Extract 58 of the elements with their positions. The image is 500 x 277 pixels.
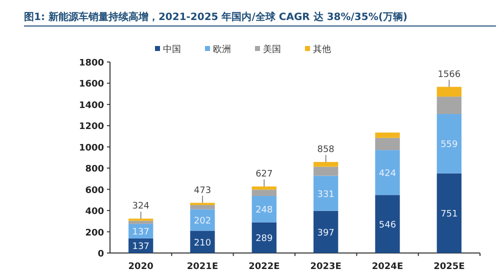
total-label: 324 bbox=[132, 202, 150, 212]
bar bbox=[314, 176, 338, 211]
data-label: 751 bbox=[440, 210, 458, 220]
bar bbox=[436, 114, 462, 174]
y-tick-label: 1800 bbox=[78, 58, 104, 68]
bar bbox=[375, 138, 400, 150]
data-label: 424 bbox=[378, 169, 396, 180]
data-label: 248 bbox=[256, 206, 274, 216]
bar bbox=[190, 202, 215, 206]
legend-label: 欧洲 bbox=[213, 44, 231, 55]
x-tick-label: 2025E bbox=[434, 262, 465, 272]
data-label: 210 bbox=[194, 238, 212, 248]
total-label: 858 bbox=[317, 144, 335, 155]
bar bbox=[436, 86, 462, 97]
bar bbox=[252, 196, 276, 222]
bar bbox=[252, 186, 276, 190]
x-tick-label: 2020 bbox=[128, 262, 154, 272]
bar bbox=[436, 173, 462, 253]
y-tick-label: 1400 bbox=[78, 100, 104, 111]
legend-label: 中国 bbox=[163, 44, 181, 55]
data-label: 202 bbox=[194, 216, 212, 226]
y-tick-label: 1000 bbox=[78, 143, 104, 154]
bar bbox=[314, 166, 338, 176]
y-tick-label: 1200 bbox=[78, 122, 104, 132]
total-label: 473 bbox=[194, 186, 212, 196]
data-label: 397 bbox=[317, 228, 334, 238]
chart-title: 图1: 新能源车销量持续高增，2021-2025 年国内/全球 CAGR 达 38%/35%(万辆) bbox=[24, 11, 408, 23]
bar bbox=[375, 150, 400, 196]
data-label: 289 bbox=[256, 234, 274, 244]
data-label: 137 bbox=[132, 228, 150, 238]
bar bbox=[190, 230, 215, 253]
total-label: 1566 bbox=[438, 70, 461, 80]
x-tick-label: 2023E bbox=[310, 262, 342, 272]
bar bbox=[252, 190, 276, 196]
bar bbox=[436, 96, 462, 114]
y-tick-label: 200 bbox=[85, 228, 104, 238]
data-label: 137 bbox=[132, 242, 150, 252]
data-label: 559 bbox=[440, 140, 458, 150]
bar bbox=[375, 195, 400, 253]
x-tick-label: 2022E bbox=[248, 262, 280, 272]
bar bbox=[314, 162, 338, 167]
x-tick-label: 2024E bbox=[372, 262, 404, 272]
data-label: 546 bbox=[378, 220, 396, 231]
bar bbox=[375, 132, 400, 138]
y-tick-label: 800 bbox=[85, 164, 104, 175]
legend-label: 美国 bbox=[263, 44, 281, 55]
y-tick-label: 0 bbox=[98, 250, 104, 260]
bar bbox=[314, 210, 338, 253]
y-tick-label: 1600 bbox=[78, 80, 104, 90]
y-tick-label: 400 bbox=[85, 207, 104, 218]
total-label: 627 bbox=[256, 169, 273, 180]
bar bbox=[252, 222, 276, 253]
data-label: 331 bbox=[317, 190, 334, 200]
x-tick-label: 2021E bbox=[186, 262, 218, 272]
legend-label: 其他 bbox=[313, 44, 331, 55]
y-tick-label: 600 bbox=[85, 186, 104, 196]
bar bbox=[128, 220, 154, 224]
bar bbox=[190, 205, 215, 210]
